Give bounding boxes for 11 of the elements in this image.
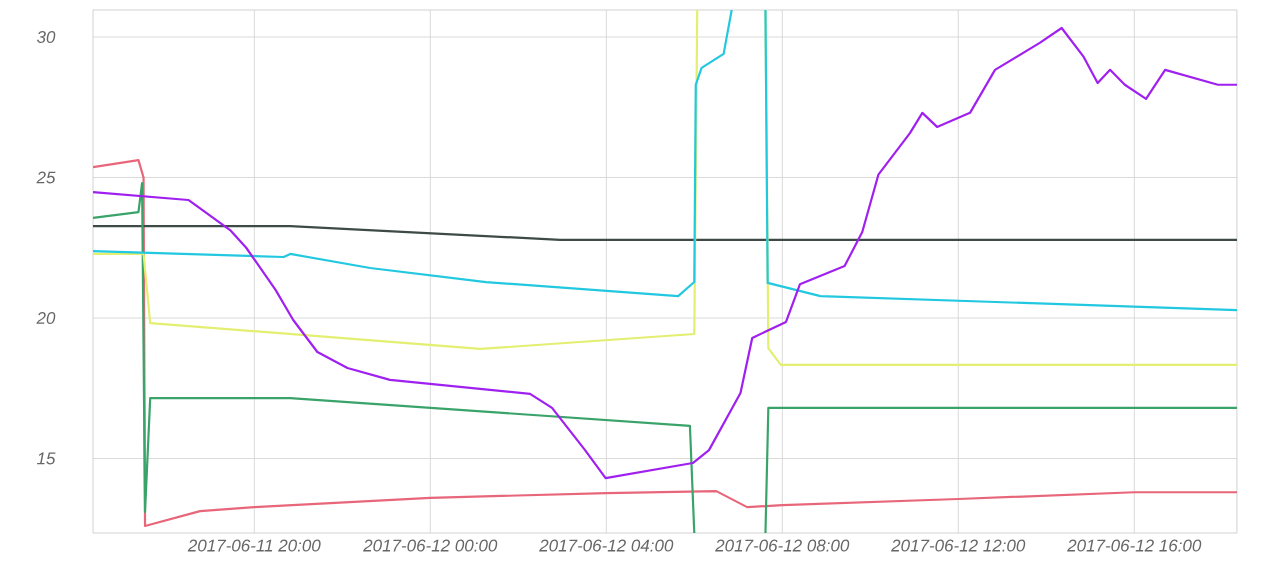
y-tick-label: 25 <box>36 171 56 184</box>
line-series <box>93 26 1237 480</box>
x-tick-label: 2017-06-12 04:00 <box>539 539 674 552</box>
x-tick-label: 2017-06-12 16:00 <box>1067 539 1202 552</box>
y-tick-label: 20 <box>36 311 56 325</box>
y-tick-label: 30 <box>36 30 56 43</box>
x-tick-label: 2017-06-11 20:00 <box>187 539 321 552</box>
x-tick-label: 2017-06-12 08:00 <box>715 539 850 552</box>
y-tick-label: 15 <box>36 452 56 465</box>
x-tick-label: 2017-06-12 12:00 <box>891 539 1026 552</box>
x-tick-label: 2017-06-12 00:00 <box>363 539 498 552</box>
